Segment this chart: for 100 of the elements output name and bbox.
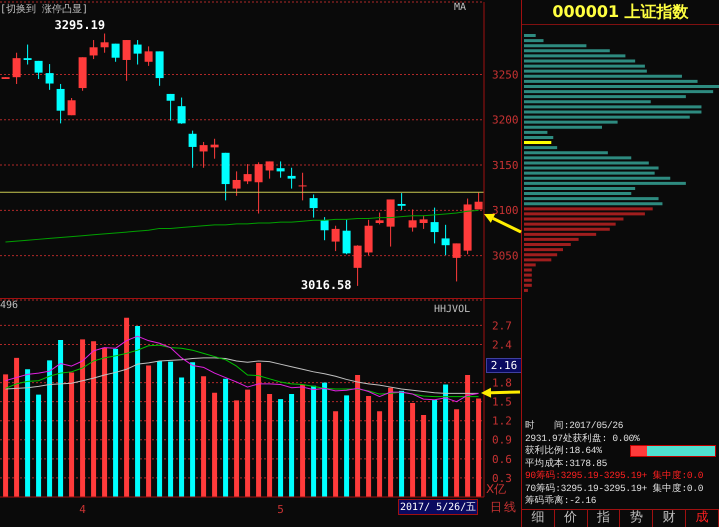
bar: [524, 284, 532, 287]
bar: [524, 243, 571, 246]
candlestick: [376, 212, 384, 225]
candlestick: [90, 40, 98, 60]
bar: [267, 394, 272, 497]
annotation: HHJVOL: [434, 304, 470, 315]
bar: [146, 365, 152, 497]
candlestick: [12, 52, 21, 84]
bar: [80, 339, 86, 497]
candlestick: [452, 242, 461, 282]
bar: [524, 288, 528, 292]
bar: [524, 146, 558, 150]
bar: [524, 90, 714, 94]
bar: [524, 100, 651, 104]
candlestick: [342, 219, 351, 255]
bar: [524, 192, 632, 196]
bar: [179, 378, 184, 497]
candlestick: [266, 160, 274, 180]
bar: [524, 126, 602, 129]
bar: [524, 64, 645, 68]
y-tick-label: 0.6: [492, 452, 512, 466]
bar: [524, 70, 647, 73]
text: 时 间:2017/05/26: [525, 420, 624, 432]
bar: [124, 318, 130, 497]
y-tick-label: 3100: [492, 204, 518, 218]
bar: [223, 378, 228, 497]
candlestick: [320, 216, 329, 241]
bar: [388, 388, 394, 497]
candlestick: [332, 225, 340, 252]
y-tick-label: 1.8: [492, 376, 512, 390]
bar: [201, 376, 206, 497]
y-tick-label: 2.4: [492, 338, 512, 352]
bar: [322, 382, 328, 497]
bar: [355, 374, 360, 497]
y-tick-label: 3200: [492, 114, 518, 127]
text: 细: [522, 510, 555, 527]
bar: [3, 374, 8, 497]
text: 日线: [490, 499, 518, 516]
bar: [300, 384, 306, 497]
candlestick: [24, 44, 32, 65]
candlestick: [34, 60, 43, 80]
y-tick-label: 3050: [492, 250, 518, 263]
candlestick: [134, 40, 142, 65]
bar: [524, 59, 636, 62]
candlestick: [398, 192, 406, 210]
bar: [421, 415, 426, 497]
bar: [333, 411, 338, 497]
candlestick: [46, 64, 54, 90]
text: 平均成本:3178.85: [525, 458, 608, 470]
candlestick: [112, 43, 120, 62]
text: 2017/ 5/26/五: [398, 499, 478, 515]
text: 获利比例:18.64%: [525, 445, 602, 457]
candlestick: [188, 130, 197, 168]
bar: [168, 362, 174, 497]
bar: [524, 172, 655, 175]
chart-title: 000001 上证指数: [522, 0, 719, 25]
bar: [524, 238, 579, 241]
candlestick: [100, 33, 109, 54]
line-series: [5, 344, 479, 398]
bar: [278, 399, 284, 497]
annotation: 3295.19: [54, 18, 106, 32]
bar: [256, 362, 262, 497]
candlestick: [288, 167, 296, 190]
bar: [524, 222, 616, 226]
bar: [524, 166, 659, 170]
y-tick-label: 0.9: [492, 434, 512, 447]
bar: [366, 396, 372, 497]
text: 2.16: [486, 358, 522, 373]
candlestick: [408, 208, 417, 232]
line-series: [5, 357, 479, 394]
bar: [524, 278, 532, 282]
text: 90筹码:3295.19-3295.19+ 集中度:0.0: [525, 470, 704, 482]
bar: [524, 110, 702, 114]
bar: [377, 411, 382, 497]
text: 价: [554, 510, 588, 527]
bar: [524, 84, 719, 88]
bar: [524, 186, 636, 190]
bar: [14, 358, 20, 497]
candlestick: [474, 192, 483, 210]
bar: [524, 182, 686, 185]
bar: [432, 400, 438, 497]
bar: [524, 161, 649, 164]
annotation: 3016.58: [300, 278, 352, 292]
candlestick: [244, 164, 252, 185]
bar: [524, 248, 563, 252]
bar: [524, 95, 686, 98]
bar: [524, 136, 554, 139]
x-tick-label: 4: [79, 502, 86, 516]
y-tick-label: 1.2: [492, 414, 512, 428]
bar: [36, 394, 42, 497]
bar: [443, 384, 448, 497]
bar: [157, 361, 162, 497]
bar: [524, 253, 558, 256]
bar: [234, 400, 240, 497]
bar: [524, 74, 682, 78]
bar: [524, 130, 548, 134]
bar: [245, 390, 250, 497]
candlestick: [276, 160, 285, 178]
bar: [524, 49, 610, 52]
bar: [58, 340, 64, 497]
